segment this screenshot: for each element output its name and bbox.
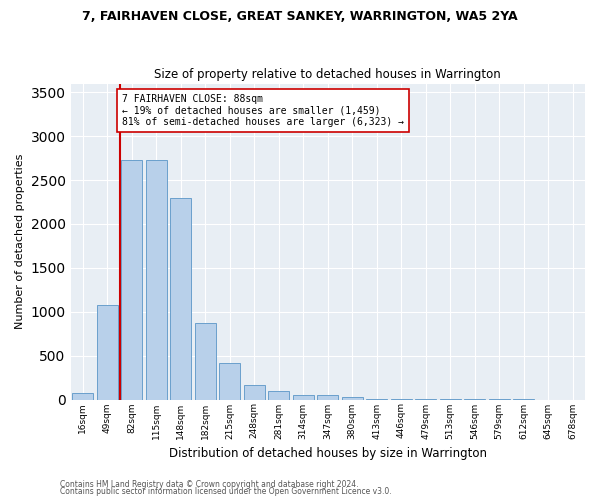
Bar: [121, 160, 142, 400]
Bar: [342, 397, 362, 400]
Bar: [170, 198, 191, 400]
Text: Contains public sector information licensed under the Open Government Licence v3: Contains public sector information licen…: [60, 487, 392, 496]
Bar: [367, 398, 387, 400]
Bar: [317, 395, 338, 400]
Title: Size of property relative to detached houses in Warrington: Size of property relative to detached ho…: [154, 68, 501, 81]
Bar: [195, 323, 215, 400]
Text: 7 FAIRHAVEN CLOSE: 88sqm
← 19% of detached houses are smaller (1,459)
81% of sem: 7 FAIRHAVEN CLOSE: 88sqm ← 19% of detach…: [122, 94, 404, 128]
Bar: [293, 394, 314, 400]
Bar: [244, 386, 265, 400]
Bar: [146, 160, 167, 400]
Bar: [97, 304, 118, 400]
Text: Contains HM Land Registry data © Crown copyright and database right 2024.: Contains HM Land Registry data © Crown c…: [60, 480, 359, 489]
Text: 7, FAIRHAVEN CLOSE, GREAT SANKEY, WARRINGTON, WA5 2YA: 7, FAIRHAVEN CLOSE, GREAT SANKEY, WARRIN…: [82, 10, 518, 23]
Bar: [220, 362, 240, 400]
Bar: [268, 391, 289, 400]
Bar: [73, 394, 93, 400]
Y-axis label: Number of detached properties: Number of detached properties: [15, 154, 25, 329]
X-axis label: Distribution of detached houses by size in Warrington: Distribution of detached houses by size …: [169, 447, 487, 460]
